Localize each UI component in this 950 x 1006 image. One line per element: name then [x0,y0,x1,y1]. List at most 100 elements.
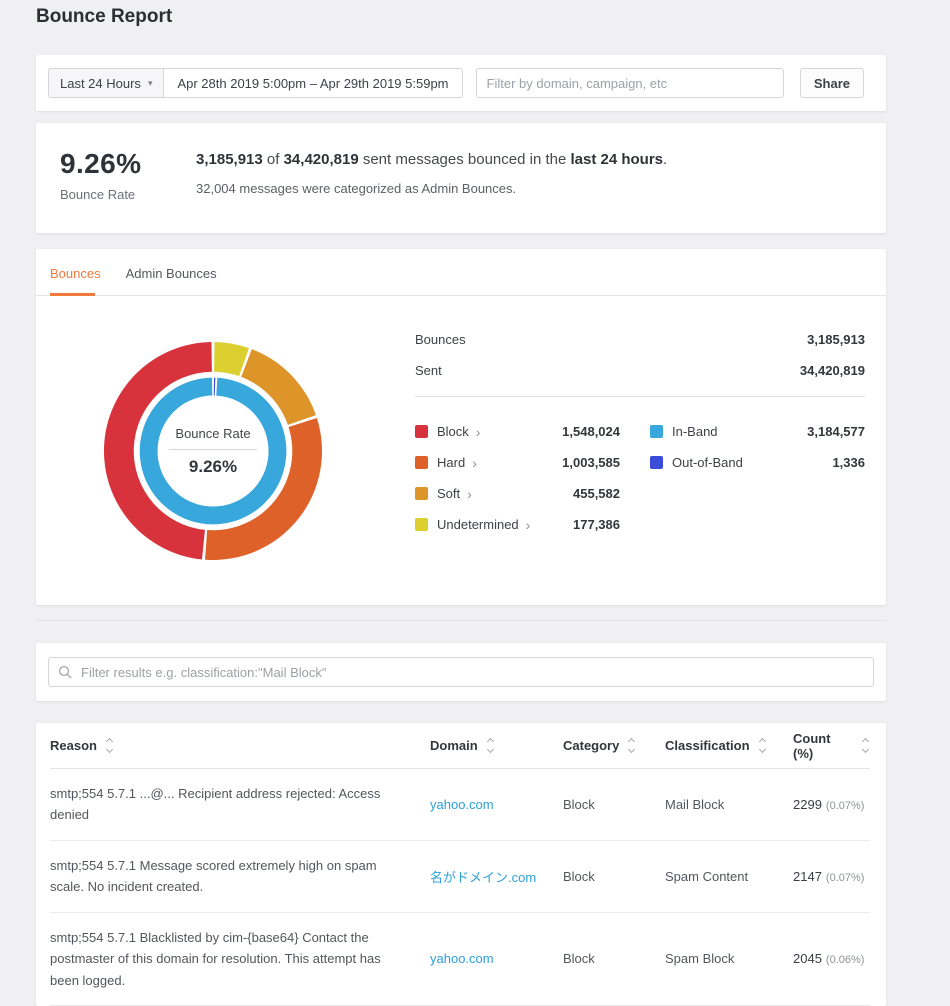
legend-label: Block [437,424,469,439]
classification-cell: Spam Content [665,868,749,884]
block-swatch [415,425,428,438]
category-cell: Block [563,868,595,884]
donut-segment-block[interactable] [103,342,212,560]
domain-link[interactable]: 名がドメイン.com [430,869,537,885]
count-value: 2147 [793,868,822,884]
legend-value: 177,386 [573,517,620,532]
column-label: Domain [430,738,478,753]
column-label: Count (%) [793,730,831,761]
sort-icon[interactable] [861,737,870,754]
search-icon [58,665,72,679]
sort-icon[interactable] [627,737,636,754]
classification-cell: Mail Block [665,796,725,812]
legend-item-in-band: In-Band 3,184,577 [650,416,865,447]
legend-value: 3,184,577 [807,424,865,439]
legend-value: 1,336 [832,455,865,470]
summary-line1: 3,185,913 of 34,420,819 sent messages bo… [196,151,667,168]
domain-link[interactable]: yahoo.com [430,951,494,967]
donut-segment-soft[interactable] [241,349,316,425]
sort-icon[interactable] [758,737,767,754]
legend-item-soft[interactable]: Soft › 455,582 [415,478,620,509]
bounce-reasons-table: Reason Domain Category Classification Co… [36,723,886,1006]
table-header-row: Reason Domain Category Classification Co… [50,723,870,769]
column-header-classification: Classification [665,737,793,754]
global-filter-input[interactable] [475,68,784,98]
panel-divider [415,396,865,397]
donut-svg [103,342,323,561]
soft-swatch [415,487,428,500]
donut-segment-in-band[interactable] [139,377,287,525]
out-of-band-swatch [650,456,663,469]
column-header-domain: Domain [430,737,563,754]
date-range-preset-dropdown[interactable]: Last 24 Hours ▾ [48,68,164,98]
table-row: smtp;554 5.7.1 Message scored extremely … [50,841,870,913]
chevron-right-icon: › [525,516,531,533]
summary-line2: 32,004 messages were categorized as Admi… [196,181,517,196]
legend-item-undetermined[interactable]: Undetermined › 177,386 [415,509,620,540]
column-label: Reason [50,738,97,753]
bounce-rate-block: 9.26% Bounce Rate [60,148,196,202]
chevron-right-icon: › [475,423,481,440]
undetermined-swatch [415,518,428,531]
bounce-report-page: Bounce Report Last 24 Hours ▾ Apr 28th 2… [36,0,886,1006]
count-percent: (0.06%) [825,954,865,967]
donut-segment-hard[interactable] [205,417,323,561]
section-divider [36,620,886,621]
category-cell: Block [563,951,595,967]
classification-cell: Spam Block [665,951,735,967]
sort-icon[interactable] [105,737,114,754]
results-filter-input[interactable] [48,657,874,687]
bounce-rate-label: Bounce Rate [60,187,136,202]
legend-item-hard[interactable]: Hard › 1,003,585 [415,447,620,478]
legend-label: Out-of-Band [672,455,743,470]
category-cell: Block [563,796,595,812]
reason-cell: smtp;554 5.7.1 Message scored extremely … [50,857,377,895]
total-sent-value: 34,420,819 [799,363,865,378]
summary-end: . [663,151,668,168]
legend-types: In-Band 3,184,577 Out-of-Band 1,336 [650,416,865,540]
tab-bounces[interactable]: Bounces [50,249,101,296]
toolbar: Last 24 Hours ▾ Apr 28th 2019 5:00pm – A… [36,55,886,111]
chevron-right-icon: › [472,454,477,471]
reason-cell: smtp;554 5.7.1 Blacklisted by cim-{base6… [50,929,381,988]
legend-categories: Block › 1,548,024 Hard › 1,003,585 [415,416,620,540]
table-row: smtp;554 5.7.1 Blacklisted by cim-{base6… [50,913,870,1006]
count-percent: (0.07%) [825,871,865,884]
bounce-rate-value: 9.26% [60,148,142,179]
summary-card: 9.26% Bounce Rate 3,185,913 of 34,420,81… [36,123,886,233]
chart-body: Bounce Rate 9.26% Bounces 3,185,913 Sent… [36,296,886,605]
column-header-count: Count (%) [793,731,870,761]
donut-segment-out-of-band[interactable] [213,377,216,396]
sort-icon[interactable] [486,737,495,754]
hard-swatch [415,456,428,469]
legend: Block › 1,548,024 Hard › 1,003,585 [415,416,865,540]
share-button[interactable]: Share [799,68,864,98]
count-cell: 2299 (0.07%) [793,797,870,812]
legend-label: Undetermined [437,517,519,532]
results-filter-card [36,643,886,701]
summary-text: 3,185,913 of 34,420,819 sent messages bo… [196,148,667,196]
column-label: Category [563,738,620,753]
summary-range-bold: last 24 hours [570,151,664,168]
legend-value: 1,003,585 [562,455,620,470]
summary-mid: sent messages bounced in the [358,151,571,168]
column-header-category: Category [563,737,665,754]
total-sent-label: Sent [415,363,442,378]
total-bounces-label: Bounces [415,332,466,347]
column-label: Classification [665,738,750,753]
tab-admin-bounces[interactable]: Admin Bounces [125,266,217,281]
table-body: smtp;554 5.7.1 ...@... Recipient address… [50,769,870,1006]
date-range-field[interactable]: Apr 28th 2019 5:00pm – Apr 29th 2019 5:5… [163,68,463,98]
domain-cell: yahoo.com [430,951,563,966]
count-value: 2045 [793,951,822,967]
date-range-text: Apr 28th 2019 5:00pm – Apr 29th 2019 5:5… [177,75,449,91]
legend-item-block[interactable]: Block › 1,548,024 [415,416,620,447]
legend-value: 455,582 [573,486,620,501]
chart-side-panel: Bounces 3,185,913 Sent 34,420,819 Block … [415,319,865,561]
donut-segment-undetermined[interactable] [214,342,249,377]
legend-label: In-Band [672,424,718,439]
total-bounces-value: 3,185,913 [807,332,865,347]
domain-link[interactable]: yahoo.com [430,796,494,812]
caret-down-icon: ▾ [147,77,153,88]
legend-label: Soft [437,486,461,501]
